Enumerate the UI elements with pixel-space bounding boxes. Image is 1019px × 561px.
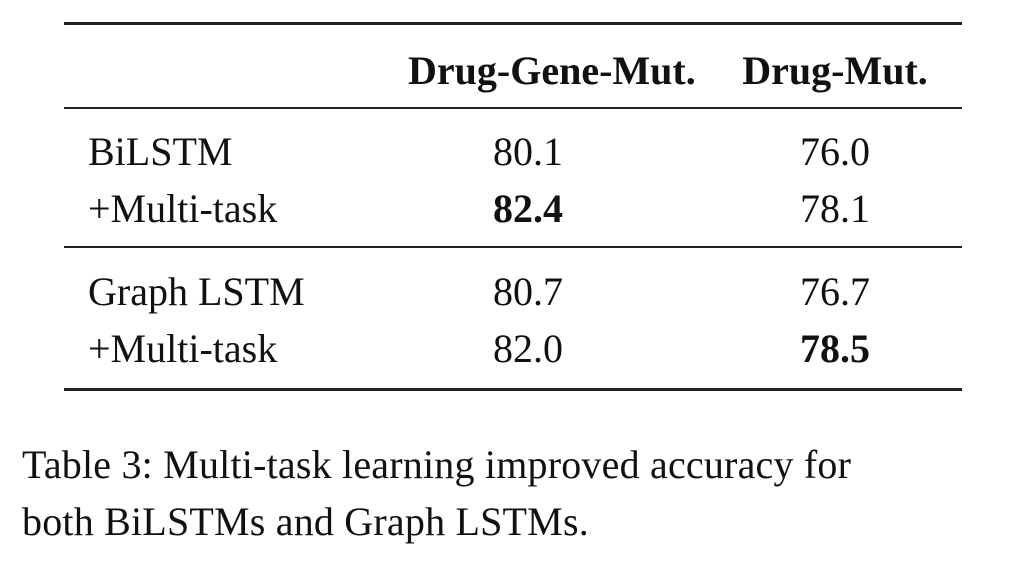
cell-graph-lstm-drug-gene-mut: 80.7 xyxy=(493,269,563,314)
row-label-bilstm-multitask: +Multi-task xyxy=(88,186,278,231)
cell-bilstm-drug-gene-mut: 80.1 xyxy=(493,129,563,174)
row-label-bilstm: BiLSTM xyxy=(88,129,233,174)
table-caption: Table 3: Multi-task learning improved ac… xyxy=(22,436,1012,550)
cell-graph-lstm-drug-mut: 76.7 xyxy=(800,269,870,314)
cell-bilstm-multitask-drug-mut: 78.1 xyxy=(800,186,870,231)
row-label-graph-lstm: Graph LSTM xyxy=(88,269,305,314)
header-rule xyxy=(64,107,962,109)
table-bottom-rule xyxy=(64,388,962,391)
cell-bilstm-drug-mut: 76.0 xyxy=(800,129,870,174)
cell-graph-lstm-multitask-drug-mut: 78.5 xyxy=(800,326,870,371)
cell-graph-lstm-multitask-drug-gene-mut: 82.0 xyxy=(493,326,563,371)
caption-line-1: Table 3: Multi-task learning improved ac… xyxy=(22,442,852,487)
row-label-graph-lstm-multitask: +Multi-task xyxy=(88,326,278,371)
group-separator-rule xyxy=(64,246,962,248)
header-drug-mut: Drug-Mut. xyxy=(742,48,928,93)
header-drug-gene-mut: Drug-Gene-Mut. xyxy=(408,48,696,93)
caption-line-2: both BiLSTMs and Graph LSTMs. xyxy=(22,499,589,544)
cell-bilstm-multitask-drug-gene-mut: 82.4 xyxy=(493,186,563,231)
table-top-rule xyxy=(64,22,962,25)
